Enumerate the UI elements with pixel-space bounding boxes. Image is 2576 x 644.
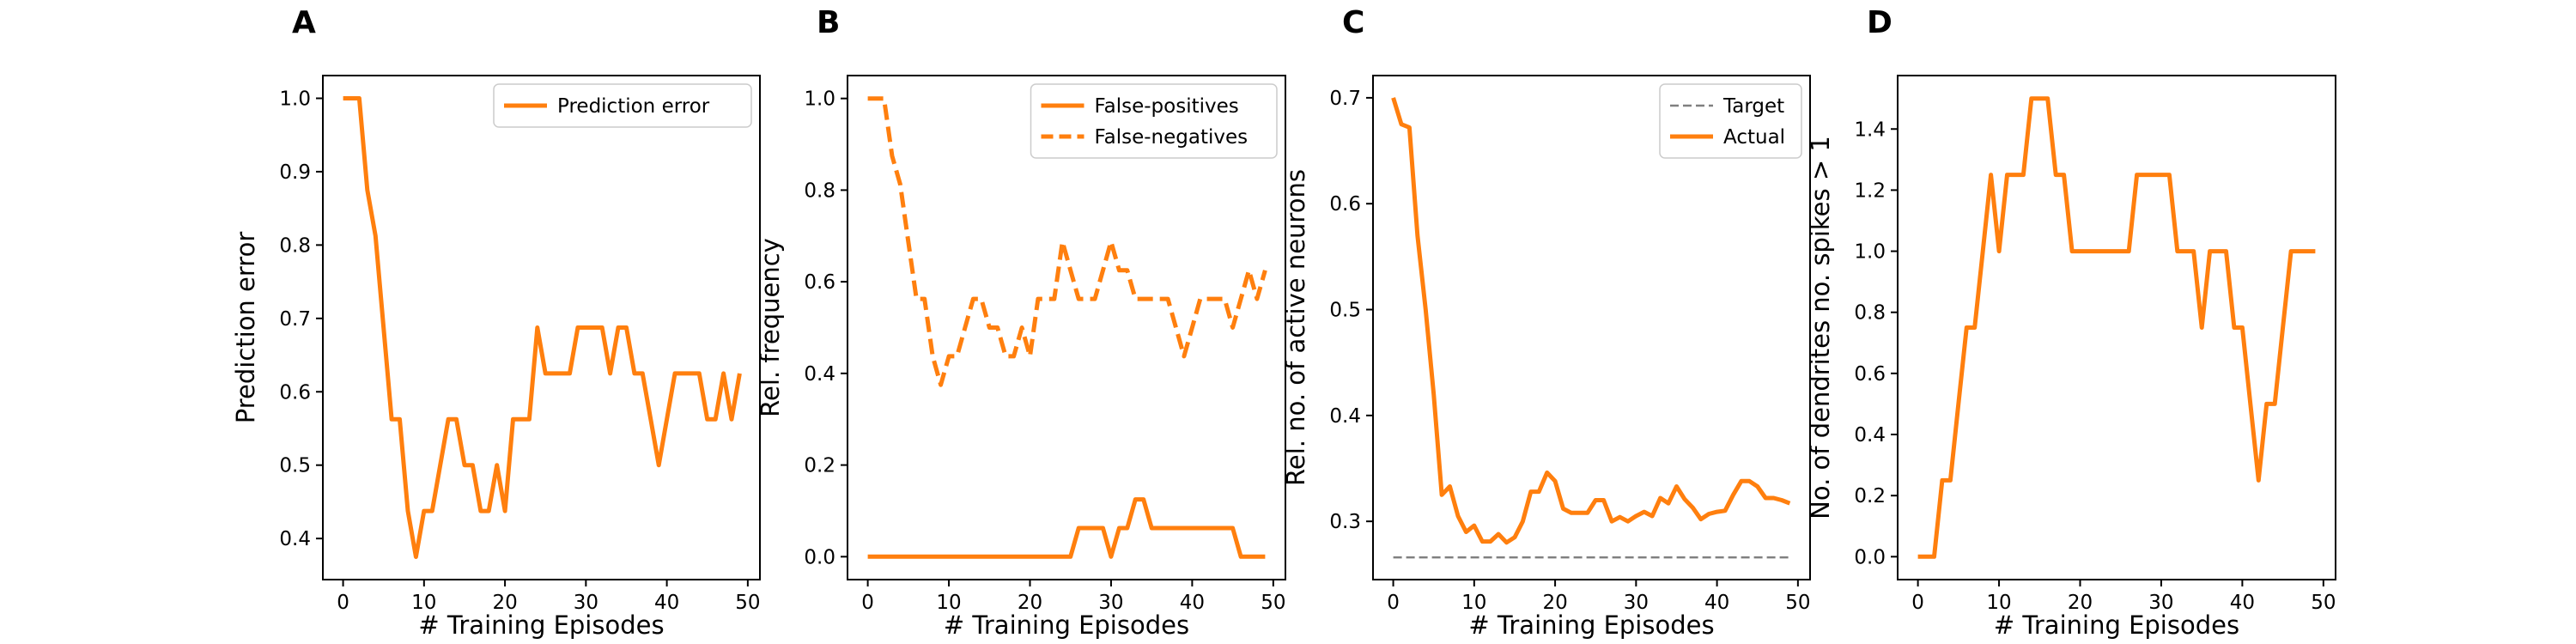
y-tick-label: 0.6: [279, 381, 311, 404]
legend-box: [1659, 83, 1802, 159]
y-tick-label: 0.4: [804, 363, 835, 386]
x-tick-label: 0: [1911, 592, 1924, 614]
legend-label: Target: [1722, 95, 1784, 118]
panel-c: C 0 10 20 30 40 50 0.3 0.4 0.5 0.6 0.7 # Training Ep…: [1281, 5, 1811, 640]
plot-frame: [1372, 75, 1811, 580]
panel-letter: C: [1342, 5, 1364, 40]
y-axis-label: Rel. no. of active neurons: [1281, 169, 1310, 486]
legend-label: Prediction error: [557, 95, 710, 118]
series-line-false-negatives: [867, 96, 1267, 387]
panel-letter: A: [292, 5, 316, 40]
series-line-actual: [1391, 97, 1791, 545]
x-tick-label: 50: [2311, 592, 2336, 614]
x-axis-label: # Training Episodes: [418, 611, 664, 640]
x-tick-label: 20: [1542, 592, 1567, 614]
x-tick-label: 20: [1018, 592, 1042, 614]
x-tick-label: 10: [411, 592, 436, 614]
series-line-false-positives: [867, 497, 1266, 559]
x-axis-label: # Training Episodes: [944, 611, 1189, 640]
y-tick-label: 0.6: [804, 271, 835, 294]
legend: False-positives False-negatives: [1030, 83, 1278, 159]
legend-label: False-positives: [1095, 95, 1239, 118]
panel-letter: D: [1867, 5, 1893, 40]
x-tick-label: 30: [1624, 592, 1649, 614]
series-line-prediction-error: [343, 96, 742, 559]
legend: Prediction error: [493, 83, 752, 128]
x-tick-label: 40: [1704, 592, 1729, 614]
x-tick-label: 40: [1180, 592, 1205, 614]
x-tick-label: 50: [1785, 592, 1810, 614]
x-tick-label: 30: [2148, 592, 2173, 614]
y-tick-label: 0.4: [1854, 424, 1886, 447]
y-tick-label: 0.0: [1854, 546, 1886, 568]
y-tick-label: 0.8: [1854, 302, 1886, 325]
y-tick-label: 0.2: [1854, 485, 1886, 507]
series-line-values: [1917, 96, 2316, 559]
x-tick-label: 0: [337, 592, 349, 614]
panel-a: A 0 10 20 30 40 50 0.4 0.5 0.6 0.7 0.8 0.9 1.0 # Train…: [231, 5, 761, 640]
plot-frame: [847, 75, 1286, 580]
y-tick-label: 0.8: [279, 234, 311, 257]
x-tick-label: 0: [861, 592, 874, 614]
y-tick-label: 0.7: [279, 308, 311, 331]
y-tick-label: 0.7: [1329, 88, 1361, 110]
y-tick-label: 0.5: [1329, 300, 1361, 322]
plot-frame: [1897, 75, 2336, 580]
panel-letter: B: [817, 5, 840, 40]
y-axis-label: Prediction error: [231, 232, 260, 424]
y-tick-label: 0.6: [1854, 363, 1886, 386]
x-tick-label: 20: [2068, 592, 2093, 614]
x-axis-label: # Training Episodes: [1994, 611, 2239, 640]
y-tick-label: 0.8: [804, 179, 835, 202]
legend-box: [1030, 83, 1278, 159]
x-tick-label: 10: [1461, 592, 1486, 614]
x-tick-label: 40: [2230, 592, 2255, 614]
y-tick-label: 0.2: [804, 455, 835, 477]
x-tick-label: 30: [1098, 592, 1123, 614]
plot-frame: [322, 75, 761, 580]
y-tick-label: 1.0: [1854, 241, 1886, 264]
y-tick-label: 1.4: [1854, 118, 1886, 141]
x-tick-label: 0: [1387, 592, 1400, 614]
y-tick-label: 0.3: [1329, 511, 1361, 533]
y-tick-label: 0.9: [279, 161, 311, 184]
y-tick-label: 0.4: [1329, 405, 1361, 428]
x-tick-label: 30: [574, 592, 598, 614]
y-tick-label: 1.2: [1854, 179, 1886, 202]
legend-label: False-negatives: [1095, 126, 1249, 149]
x-tick-label: 20: [492, 592, 517, 614]
legend: Target Actual: [1659, 83, 1802, 159]
panel-b: B 0 10 20 30 40 50 0.0 0.2 0.4 0.6 0.8 1.0 # Training…: [756, 5, 1286, 640]
legend-box: [493, 83, 752, 128]
y-tick-label: 1.0: [804, 88, 835, 111]
y-tick-label: 1.0: [279, 88, 311, 110]
y-tick-label: 0.4: [279, 528, 311, 550]
x-tick-label: 10: [936, 592, 961, 614]
legend-label: Actual: [1723, 126, 1785, 149]
panel-d: D 0 10 20 30 40 50 0.0 0.2 0.4 0.6 0.8 1.0 1.2 1.4 # Tr…: [1806, 5, 2336, 640]
y-axis-label: No. of dendrites no. spikes > 1: [1806, 136, 1835, 519]
x-tick-label: 50: [735, 592, 760, 614]
y-tick-label: 0.6: [1329, 193, 1361, 216]
x-axis-label: # Training Episodes: [1468, 611, 1714, 640]
x-tick-label: 40: [654, 592, 679, 614]
x-tick-label: 10: [1986, 592, 2011, 614]
x-tick-label: 50: [1261, 592, 1285, 614]
y-tick-label: 0.5: [279, 455, 311, 477]
y-tick-label: 0.0: [804, 546, 835, 568]
y-axis-label: Rel. frequency: [756, 238, 785, 417]
